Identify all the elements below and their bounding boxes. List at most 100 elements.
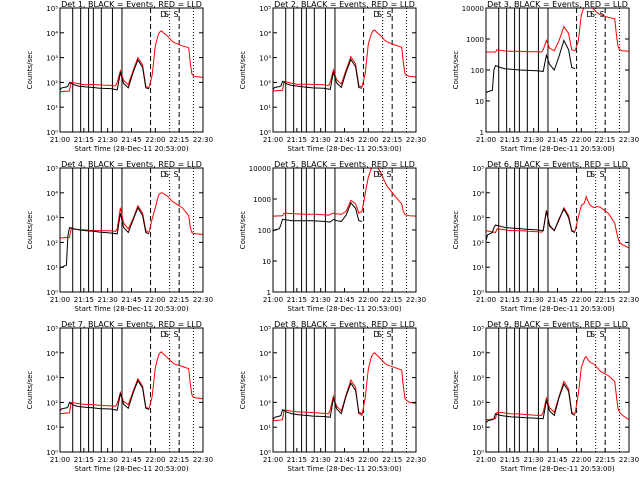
series-red-line (486, 8, 629, 53)
x-tick-label: 21:00 (476, 296, 496, 304)
marker-label: S (377, 330, 382, 339)
y-tick-label: 10¹ (46, 264, 58, 272)
plot-frame (272, 7, 417, 133)
marker-label: S (377, 170, 382, 179)
y-tick-label: 10³ (472, 215, 484, 223)
x-tick-label: 22:15 (169, 296, 189, 304)
x-tick-label: 21:30 (524, 456, 544, 464)
plot-frame (272, 167, 417, 293)
x-tick-label: 22:15 (382, 296, 402, 304)
y-tick-label: 10⁴ (259, 350, 271, 358)
y-tick-label: 1000 (466, 36, 484, 44)
plot-frame (59, 327, 204, 453)
y-tick-label: 10³ (46, 375, 58, 383)
plot-area (273, 328, 416, 452)
marker-label: D (586, 330, 592, 339)
x-tick-label: 21:15 (287, 136, 307, 144)
plot-area (60, 168, 203, 292)
y-axis-label: Counts/sec (452, 211, 460, 250)
x-tick-label: 22:00 (145, 456, 165, 464)
x-tick-label: 21:00 (263, 456, 283, 464)
marker-label: D (373, 330, 379, 339)
series-black-line (60, 206, 150, 271)
x-tick-label: 21:00 (50, 296, 70, 304)
y-tick-label: 10⁰ (46, 289, 58, 297)
x-tick-label: 21:30 (311, 296, 331, 304)
panel-title: Det 1, BLACK = Events, RED = LLD (61, 0, 202, 9)
marker-label: S (164, 330, 169, 339)
y-axis-label: Counts/sec (239, 51, 247, 90)
y-tick-label: 10⁰ (46, 129, 58, 137)
x-tick-label: 21:00 (263, 136, 283, 144)
y-tick-label: 10¹ (472, 264, 484, 272)
chart-panel-6: SSD 10⁰ 10¹ 10² 10³ 10⁴ 10⁵ 21:00 21:15 21:30 21:4… (452, 160, 639, 313)
plot-area (60, 8, 203, 132)
y-tick-label: 10³ (46, 215, 58, 223)
y-tick-label: 10 (475, 98, 484, 106)
marker-label: S (377, 10, 382, 19)
marker-label: D (586, 170, 592, 179)
x-axis-label: Start Time (28-Dec-11 20:53:00) (287, 465, 401, 473)
x-axis-label: Start Time (28-Dec-11 20:53:00) (74, 145, 188, 153)
panel-title: Det 7, BLACK = Events, RED = LLD (61, 320, 202, 329)
y-tick-label: 10⁴ (472, 350, 484, 358)
x-tick-label: 21:45 (121, 296, 141, 304)
marker-label: S (590, 10, 595, 19)
x-axis-label: Start Time (28-Dec-11 20:53:00) (500, 145, 614, 153)
x-tick-label: 22:00 (358, 456, 378, 464)
marker-label: S (173, 10, 178, 19)
x-tick-label: 21:30 (311, 136, 331, 144)
panel-title: Det 6, BLACK = Events, RED = LLD (487, 160, 628, 169)
panel-title: Det 4, BLACK = Events, RED = LLD (61, 160, 202, 169)
series-black-line (273, 381, 363, 422)
y-tick-label: 10⁰ (259, 129, 271, 137)
marker-label: S (386, 170, 391, 179)
x-tick-label: 21:45 (121, 456, 141, 464)
x-tick-label: 22:15 (382, 136, 402, 144)
x-tick-label: 22:15 (382, 456, 402, 464)
chart-panel-9: SSD 10⁰ 10¹ 10² 10³ 10⁴ 10⁵ 21:00 21:15 21:30 21:4… (452, 320, 639, 473)
y-axis-label: Counts/sec (26, 211, 34, 250)
x-tick-label: 21:00 (263, 296, 283, 304)
marker-label: S (173, 170, 178, 179)
y-tick-label: 10⁴ (46, 30, 58, 38)
chart-panel-5: SSD 1 10 100 1000 10000 21:00 21:15 21:30 21:45 22… (239, 160, 426, 313)
x-axis-label: Start Time (28-Dec-11 20:53:00) (74, 465, 188, 473)
series-red-line (60, 30, 203, 93)
marker-label: D (160, 170, 166, 179)
marker-label: D (160, 10, 166, 19)
y-tick-label: 10² (46, 239, 58, 247)
marker-label: S (590, 330, 595, 339)
y-tick-label: 1 (480, 129, 484, 137)
y-tick-label: 10⁰ (46, 449, 58, 457)
y-tick-label: 10⁴ (472, 190, 484, 198)
series-black-line (486, 382, 576, 425)
y-tick-label: 100 (258, 227, 271, 235)
y-tick-label: 10000 (249, 165, 271, 173)
marker-label: S (173, 330, 178, 339)
x-tick-label: 22:15 (595, 136, 615, 144)
x-tick-label: 22:30 (619, 136, 639, 144)
x-tick-label: 22:00 (571, 136, 591, 144)
y-axis-label: Counts/sec (26, 51, 34, 90)
plot-area (486, 168, 629, 292)
y-tick-label: 10³ (46, 55, 58, 63)
panel-title: Det 3, BLACK = Events, RED = LLD (487, 0, 628, 9)
y-tick-label: 10¹ (46, 104, 58, 112)
panel-title: Det 5, BLACK = Events, RED = LLD (274, 160, 415, 169)
y-tick-label: 10² (472, 239, 484, 247)
x-tick-label: 22:30 (619, 456, 639, 464)
x-tick-label: 22:00 (571, 456, 591, 464)
x-tick-label: 21:30 (98, 296, 118, 304)
y-tick-label: 10⁵ (46, 325, 58, 333)
marker-label: S (386, 10, 391, 19)
x-tick-label: 22:00 (358, 296, 378, 304)
x-tick-label: 22:30 (619, 296, 639, 304)
x-tick-label: 21:30 (524, 296, 544, 304)
marker-label: S (599, 330, 604, 339)
x-tick-label: 22:15 (595, 296, 615, 304)
y-tick-label: 10³ (472, 375, 484, 383)
x-tick-label: 22:15 (595, 456, 615, 464)
x-tick-label: 21:15 (500, 456, 520, 464)
marker-label: S (599, 170, 604, 179)
